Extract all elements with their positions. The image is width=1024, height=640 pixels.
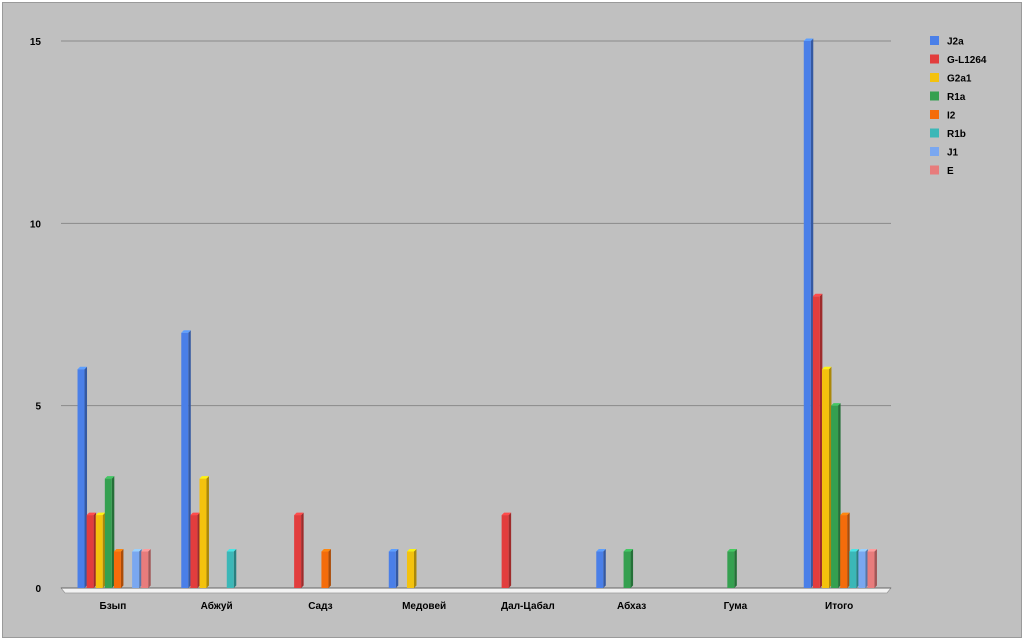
x-tick-label: Гума [724, 601, 748, 612]
legend-label: E [947, 166, 954, 177]
legend-swatch [930, 147, 939, 156]
y-tick-label: 5 [35, 402, 41, 413]
legend-swatch [930, 128, 939, 138]
legend-swatch [930, 91, 939, 101]
legend-swatch [930, 73, 939, 82]
bar-r1b-8 [849, 549, 859, 588]
bar-g-l1264-5 [501, 512, 512, 588]
bar-g-l1264-2 [190, 512, 200, 588]
x-tick-label: Абхаз [617, 600, 646, 612]
legend-swatch [930, 36, 939, 45]
y-tick-label: 15 [30, 37, 42, 48]
bar-j2a-8 [803, 38, 814, 588]
x-axis: Бзып Абжуй Садз Медовей Дал-Цабал Абхаз Гума Ит… [100, 600, 854, 612]
legend-label: J1 [947, 148, 959, 159]
legend-label: G2a1 [947, 74, 972, 85]
bar-i2-8 [840, 512, 850, 588]
x-tick-label: Медовей [402, 601, 446, 612]
bar-e-8 [867, 549, 877, 588]
bar-j2a-1 [77, 366, 88, 588]
legend-label: G-L1264 [947, 55, 987, 66]
legend-item[interactable]: G2a1 [930, 73, 972, 85]
bar-g2a1-2 [199, 476, 209, 588]
bar-g-l1264-1 [86, 512, 97, 588]
bar-j2a-2 [181, 330, 191, 588]
legend-label: I2 [947, 111, 956, 122]
bars [77, 38, 877, 588]
legend-item[interactable]: J1 [930, 147, 959, 159]
bar-j2a-4 [388, 549, 399, 588]
bar-g2a1-1 [95, 512, 106, 588]
bar-j2a-6 [596, 549, 606, 588]
bar-g2a1-8 [821, 366, 832, 588]
legend-item[interactable]: J2a [930, 36, 964, 48]
x-tick-label: Абжуй [201, 600, 233, 612]
bar-j1-8 [858, 549, 868, 588]
bar-r1a-1 [104, 476, 115, 588]
legend-item[interactable]: I2 [930, 110, 956, 122]
y-tick-label: 10 [30, 219, 42, 230]
bar-r1b-2 [226, 549, 237, 588]
legend-item[interactable]: G-L1264 [930, 54, 987, 67]
legend-label: J2a [947, 37, 964, 48]
bar-i2-3 [321, 549, 331, 588]
legend-swatch [930, 54, 939, 64]
bar-r1a-8 [831, 403, 841, 588]
bar-g2a1-4 [406, 549, 417, 588]
bar-e-1 [141, 549, 151, 588]
bar-i2-1 [113, 549, 124, 588]
x-tick-label: Дал-Цабал [501, 600, 555, 612]
x-tick-label: Бзып [100, 601, 127, 612]
chart-floor-plane [60, 587, 892, 594]
legend-swatch [930, 110, 939, 119]
legend-swatch [930, 165, 939, 175]
bar-r1a-7 [727, 549, 737, 588]
bar-g-l1264-3 [294, 512, 304, 588]
legend-item[interactable]: E [930, 165, 954, 178]
bar-g-l1264-8 [812, 293, 823, 588]
bar-r1a-6 [623, 549, 634, 588]
bar-j1-1 [132, 549, 142, 588]
legend-item[interactable]: R1a [930, 91, 966, 104]
legend-item[interactable]: R1b [930, 128, 966, 141]
legend-label: R1b [947, 129, 966, 140]
x-tick-label: Итого [825, 601, 853, 612]
y-tick-label: 0 [35, 584, 41, 595]
x-tick-label: Садз [308, 601, 332, 612]
legend-label: R1a [947, 92, 966, 103]
gridlines [61, 40, 891, 407]
bar-chart: 0 5 10 15 Бзып Абжуй Садз Медовей Дал-Цабал Абха… [30, 36, 987, 612]
legend: J2a G-L1264 G2a1 R1a I2 R1b J1 E [930, 36, 987, 177]
chart-floor [60, 587, 892, 594]
y-axis: 0 5 10 15 [30, 37, 42, 595]
